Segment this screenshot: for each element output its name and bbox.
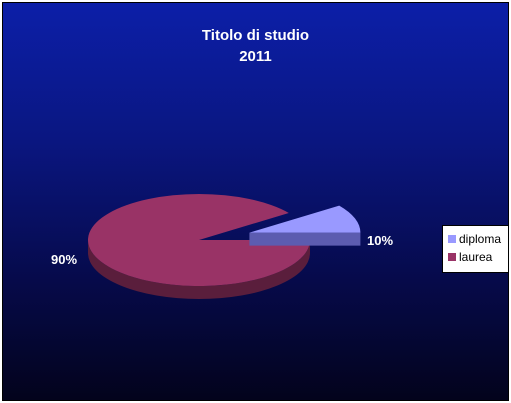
pie-slice-laurea — [88, 194, 311, 286]
legend-label-diploma: diploma — [459, 232, 502, 246]
pie-slice-side-laurea — [88, 240, 310, 299]
legend-item-diploma: diploma — [448, 230, 508, 248]
chart-title-line-1: Titolo di studio — [201, 27, 310, 44]
legend-label-laurea: laurea — [459, 250, 493, 264]
pie-slice-diploma — [249, 205, 361, 233]
pie-slice-face-diploma — [249, 232, 361, 246]
chart-title: Titolo di studio 2011 — [3, 25, 508, 67]
legend: diploma laurea — [442, 225, 508, 273]
legend-swatch-diploma — [448, 235, 456, 243]
data-label-diploma: 10% — [367, 233, 393, 248]
legend-item-laurea: laurea — [448, 248, 508, 266]
data-label-laurea: 90% — [51, 252, 77, 267]
legend-swatch-laurea — [448, 253, 456, 261]
chart-title-line-2: 2011 — [239, 48, 272, 65]
pie-chart: 10% 90% — [51, 194, 393, 299]
